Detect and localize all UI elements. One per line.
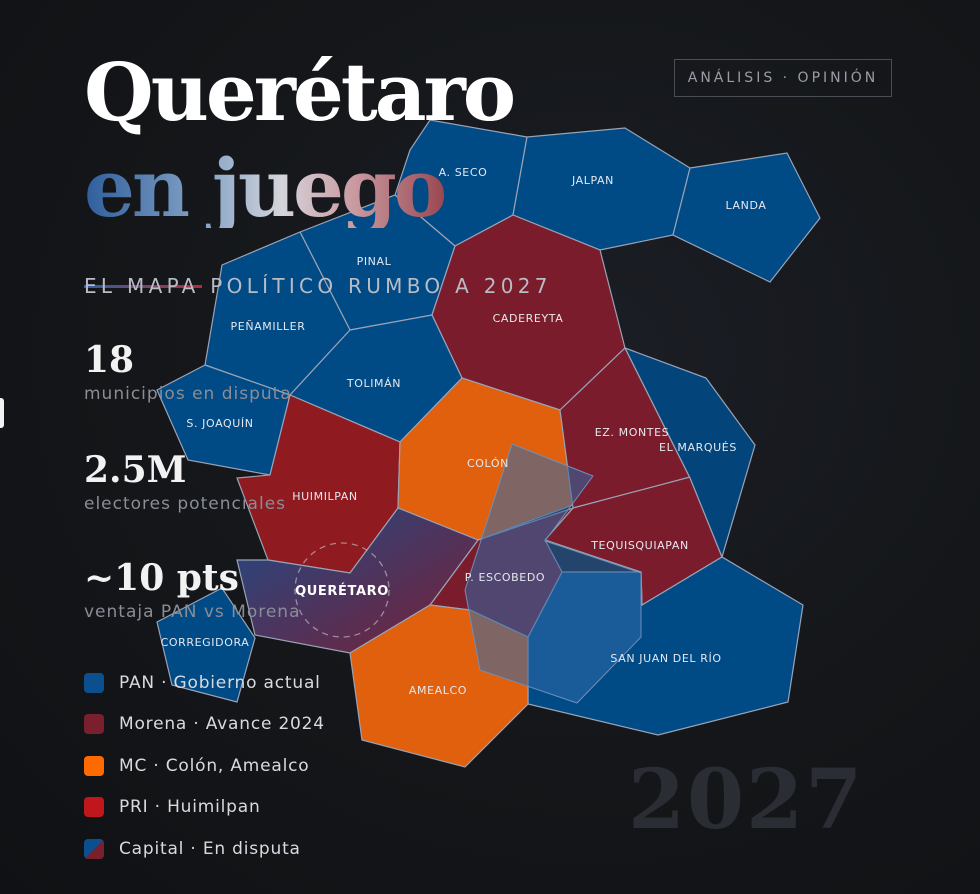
stat-electores: 2.5M electores potenciales [84,452,286,514]
legend-item-mc: MC · Colón, Amealco [84,745,325,787]
municipality-queretaro[interactable] [236,507,479,654]
municipality-label: PEÑAMILLER [231,320,306,333]
municipality-label: QUERÉTARO [295,583,389,599]
stat-value: 2.5M [84,449,187,491]
municipality-label: TOLIMÁN [346,377,401,390]
legend-item-pri: PRI · Huimilpan [84,787,325,829]
page-title: Querétaro [84,45,516,139]
stat-label: ventaja PAN vs Morena [84,602,301,622]
page-subtitle: EL MAPA POLÍTICO RUMBO A 2027 [84,274,552,298]
municipality-label: LANDA [726,199,767,212]
swatch-icon [84,672,104,693]
disputed-zone-overlay [464,443,642,704]
map-legend: PAN · Gobierno actual Morena · Avance 20… [84,662,325,870]
municipality-label: P. ESCOBEDO [465,571,545,584]
stat-value: ~10 pts [84,557,239,599]
legend-item-morena: Morena · Avance 2024 [84,704,325,746]
swatch-icon [84,755,104,776]
capital-highlight-ring [294,542,390,638]
swatch-icon [84,838,104,859]
municipality-label: EL MARQUÉS [659,441,737,454]
stat-municipios: 18 municipios en disputa [84,342,292,404]
stat-label: municipios en disputa [84,384,292,404]
swatch-icon [84,797,104,818]
municipality-label: EZ. MONTES [595,426,670,439]
subtitle-accent-line [84,285,202,288]
municipality-corregidora[interactable] [156,587,256,703]
municipality-label: AMEALCO [409,684,467,697]
legend-item-capital: Capital · En disputa [84,828,325,870]
page-title-accent: en juego [84,141,447,235]
municipality-label: CORREGIDORA [161,636,250,649]
municipality-label: TEQUISQUIAPAN [590,539,689,552]
municipality-label: JALPAN [571,174,614,187]
legend-item-pan: PAN · Gobierno actual [84,662,325,704]
stat-label: electores potenciales [84,494,287,514]
municipality-label: SAN JUAN DEL RÍO [610,652,721,665]
municipality-label: CADEREYTA [493,312,564,325]
side-tab-handle[interactable] [0,398,4,428]
section-badge: ANÁLISIS · OPINIÓN [674,59,892,97]
stat-ventaja: ~10 pts ventaja PAN vs Morena [84,560,301,622]
municipality-label: S. JOAQUÍN [186,417,253,430]
year-watermark: 2027 [628,752,865,848]
stat-value: 18 [84,339,135,381]
municipality-label: PINAL [357,255,392,268]
municipality-el-marques[interactable] [623,346,756,559]
municipality-s-joaquin[interactable] [156,364,291,476]
municipality-label: A. SECO [439,166,488,179]
swatch-icon [84,714,104,735]
municipality-landa[interactable] [672,152,821,283]
municipality-label: HUIMILPAN [292,490,358,503]
municipality-label: COLÓN [467,457,509,470]
